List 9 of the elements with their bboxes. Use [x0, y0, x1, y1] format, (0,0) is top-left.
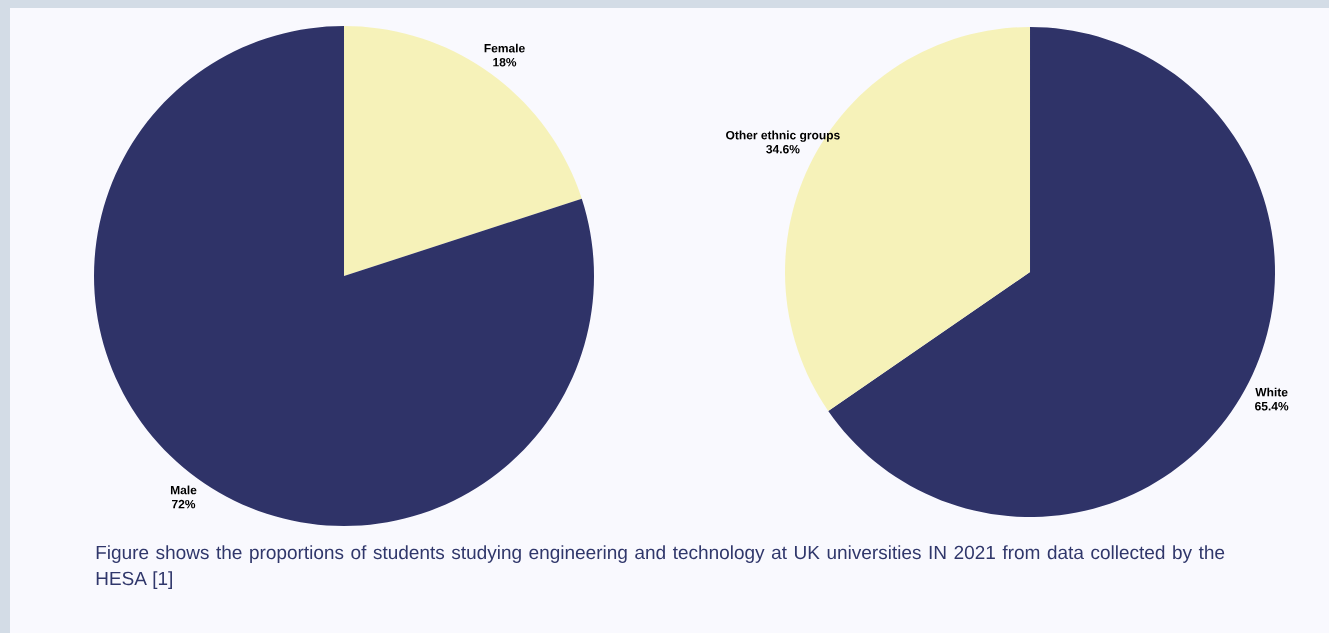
slice-label: Male	[170, 485, 197, 495]
slice-label: White	[1255, 387, 1288, 397]
slice-label: Other ethnic groups	[726, 130, 840, 142]
data-label: 34.6%	[766, 144, 800, 154]
data-label: 72%	[172, 499, 196, 509]
data-label: 18%	[493, 57, 517, 67]
slice-label: Female	[484, 43, 525, 53]
text: Figure shows the proportions of students studying engineering and technology at UK universities IN 2021 from data collected by the HESA [1]	[96, 545, 1225, 589]
data-label: 65.4%	[1255, 401, 1289, 411]
